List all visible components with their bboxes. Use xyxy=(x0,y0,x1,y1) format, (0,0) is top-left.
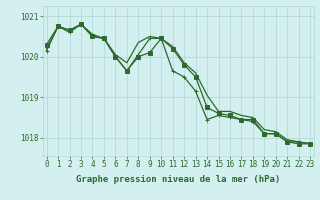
X-axis label: Graphe pression niveau de la mer (hPa): Graphe pression niveau de la mer (hPa) xyxy=(76,175,281,184)
